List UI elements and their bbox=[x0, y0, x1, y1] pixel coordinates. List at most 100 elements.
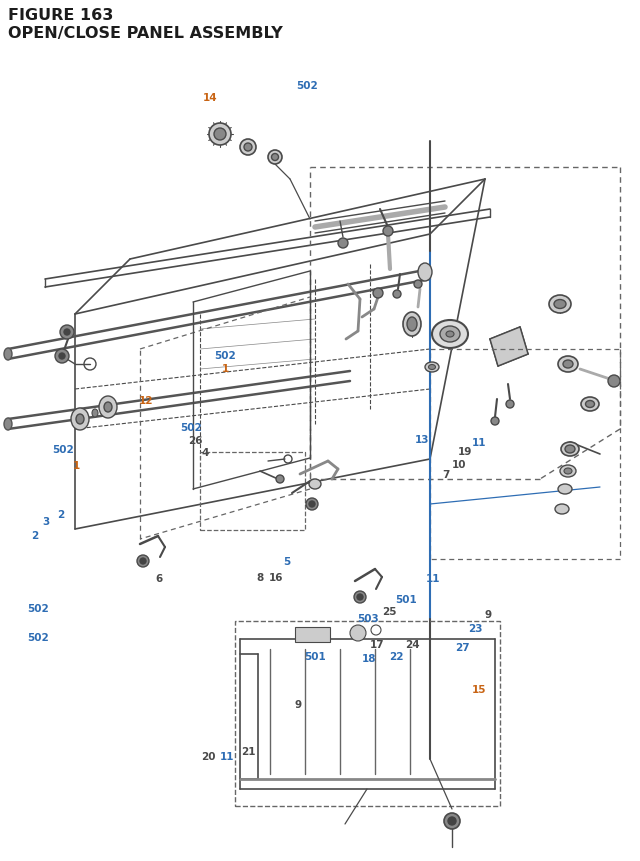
Ellipse shape bbox=[565, 445, 575, 454]
Circle shape bbox=[354, 592, 366, 604]
Text: 3: 3 bbox=[42, 517, 50, 527]
Text: 11: 11 bbox=[220, 751, 234, 761]
Ellipse shape bbox=[446, 331, 454, 338]
Ellipse shape bbox=[214, 129, 226, 141]
Ellipse shape bbox=[560, 466, 576, 478]
Circle shape bbox=[60, 325, 74, 339]
Text: OPEN/CLOSE PANEL ASSEMBLY: OPEN/CLOSE PANEL ASSEMBLY bbox=[8, 26, 283, 41]
Text: 11: 11 bbox=[472, 437, 486, 448]
Ellipse shape bbox=[418, 263, 432, 282]
Text: 16: 16 bbox=[269, 573, 284, 583]
Ellipse shape bbox=[4, 349, 12, 361]
Text: 502: 502 bbox=[52, 444, 74, 455]
Ellipse shape bbox=[554, 300, 566, 309]
Ellipse shape bbox=[558, 485, 572, 494]
Circle shape bbox=[383, 226, 393, 237]
Text: 24: 24 bbox=[406, 639, 420, 649]
Text: 502: 502 bbox=[296, 81, 318, 91]
Ellipse shape bbox=[429, 365, 435, 370]
Text: 15: 15 bbox=[472, 684, 486, 694]
Circle shape bbox=[448, 817, 456, 825]
Circle shape bbox=[414, 281, 422, 288]
Circle shape bbox=[276, 475, 284, 483]
Circle shape bbox=[64, 330, 70, 336]
Text: 8: 8 bbox=[257, 573, 264, 583]
Circle shape bbox=[338, 238, 348, 249]
Ellipse shape bbox=[581, 398, 599, 412]
Text: 17: 17 bbox=[371, 639, 385, 649]
Text: 503: 503 bbox=[357, 613, 379, 623]
Ellipse shape bbox=[563, 361, 573, 369]
Text: 23: 23 bbox=[468, 623, 482, 634]
Bar bbox=[235, 622, 500, 806]
Text: 27: 27 bbox=[455, 642, 469, 653]
Text: 6: 6 bbox=[155, 573, 163, 584]
Ellipse shape bbox=[558, 356, 578, 373]
Circle shape bbox=[59, 354, 65, 360]
Text: 10: 10 bbox=[452, 460, 467, 470]
Ellipse shape bbox=[309, 480, 321, 489]
Text: 1: 1 bbox=[221, 363, 229, 374]
Ellipse shape bbox=[432, 320, 468, 349]
Text: 5: 5 bbox=[283, 556, 291, 567]
Circle shape bbox=[373, 288, 383, 299]
Ellipse shape bbox=[240, 139, 256, 156]
Circle shape bbox=[350, 625, 366, 641]
Ellipse shape bbox=[268, 151, 282, 164]
Ellipse shape bbox=[549, 295, 571, 313]
Ellipse shape bbox=[586, 401, 595, 408]
Text: 7: 7 bbox=[442, 469, 449, 480]
Circle shape bbox=[357, 594, 363, 600]
Bar bbox=[200, 453, 305, 530]
Text: 2: 2 bbox=[31, 530, 39, 541]
Text: 20: 20 bbox=[201, 751, 215, 761]
Ellipse shape bbox=[209, 124, 231, 146]
Ellipse shape bbox=[407, 318, 417, 331]
Circle shape bbox=[491, 418, 499, 425]
Text: 19: 19 bbox=[458, 446, 472, 456]
Circle shape bbox=[137, 555, 149, 567]
Ellipse shape bbox=[244, 144, 252, 152]
Text: 21: 21 bbox=[241, 746, 255, 756]
Ellipse shape bbox=[271, 154, 278, 161]
Text: 14: 14 bbox=[203, 93, 217, 103]
Text: 12: 12 bbox=[139, 395, 153, 406]
Text: 502: 502 bbox=[214, 350, 236, 361]
Ellipse shape bbox=[440, 326, 460, 343]
Text: 11: 11 bbox=[426, 573, 440, 584]
Ellipse shape bbox=[71, 408, 89, 430]
Ellipse shape bbox=[425, 362, 439, 373]
Ellipse shape bbox=[92, 410, 98, 418]
Ellipse shape bbox=[104, 403, 112, 412]
Ellipse shape bbox=[76, 414, 84, 424]
Polygon shape bbox=[490, 328, 528, 367]
Ellipse shape bbox=[403, 313, 421, 337]
Circle shape bbox=[306, 499, 318, 511]
Text: 26: 26 bbox=[188, 436, 202, 446]
Text: 1: 1 bbox=[73, 461, 81, 471]
Text: 501: 501 bbox=[305, 651, 326, 661]
Text: 18: 18 bbox=[362, 653, 376, 664]
Ellipse shape bbox=[99, 397, 117, 418]
Text: 502: 502 bbox=[180, 422, 202, 432]
Circle shape bbox=[309, 501, 315, 507]
Text: 4: 4 bbox=[201, 448, 209, 458]
Circle shape bbox=[55, 350, 69, 363]
Text: 502: 502 bbox=[27, 603, 49, 613]
Bar bbox=[295, 628, 330, 642]
Text: 9: 9 bbox=[294, 699, 301, 709]
Ellipse shape bbox=[555, 505, 569, 514]
Text: 501: 501 bbox=[396, 594, 417, 604]
Text: 25: 25 bbox=[382, 606, 396, 616]
Text: 22: 22 bbox=[390, 651, 404, 661]
Circle shape bbox=[140, 558, 146, 564]
Text: 502: 502 bbox=[27, 632, 49, 642]
Text: 2: 2 bbox=[57, 510, 65, 520]
Ellipse shape bbox=[564, 468, 572, 474]
Text: FIGURE 163: FIGURE 163 bbox=[8, 8, 113, 23]
Circle shape bbox=[444, 813, 460, 829]
Ellipse shape bbox=[4, 418, 12, 430]
Text: 13: 13 bbox=[415, 434, 429, 444]
Circle shape bbox=[393, 291, 401, 299]
Circle shape bbox=[506, 400, 514, 408]
